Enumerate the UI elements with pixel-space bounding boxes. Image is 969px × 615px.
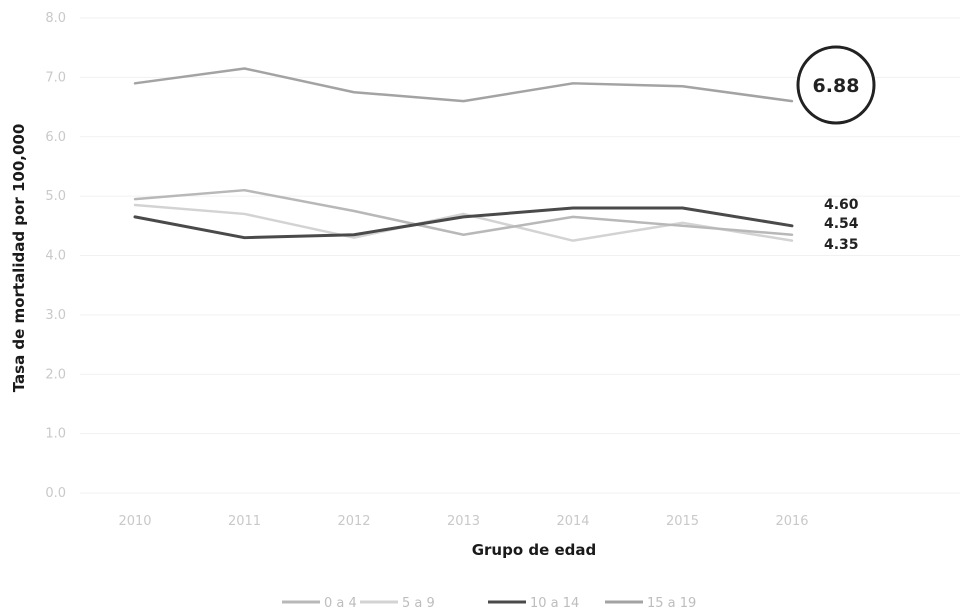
y-tick-label: 6.0 <box>45 130 66 145</box>
y-tick-label: 5.0 <box>45 189 66 204</box>
grid <box>80 17 960 494</box>
series-lines <box>133 67 794 242</box>
legend: 0 a 4 5 a 9 10 a 14 15 a 19 <box>282 596 696 611</box>
series-line-15-a-19 <box>133 67 794 103</box>
legend-label: 0 a 4 <box>324 596 357 611</box>
y-axis-title: Tasa de mortalidad por 100,000 <box>10 124 28 393</box>
x-tick-label: 2011 <box>228 514 261 529</box>
y-tick-label: 7.0 <box>45 70 66 85</box>
y-axis-ticks: 0.0 1.0 2.0 3.0 4.0 5.0 6.0 7.0 8.0 <box>45 11 66 501</box>
y-tick-label: 0.0 <box>45 486 66 501</box>
highlight-value: 6.88 <box>813 75 860 97</box>
legend-label: 10 a 14 <box>530 596 579 611</box>
end-labels: 4.60 4.54 4.35 <box>824 197 859 253</box>
y-tick-label: 1.0 <box>45 427 66 442</box>
x-tick-label: 2010 <box>118 514 151 529</box>
x-tick-label: 2014 <box>556 514 589 529</box>
series-line-10-a-14 <box>133 206 794 240</box>
series-line-5-a-9 <box>133 203 794 242</box>
y-tick-label: 3.0 <box>45 308 66 323</box>
end-value-label: 4.54 <box>824 216 859 232</box>
x-tick-label: 2016 <box>775 514 808 529</box>
x-tick-label: 2012 <box>337 514 370 529</box>
y-tick-label: 8.0 <box>45 11 66 26</box>
y-tick-label: 2.0 <box>45 367 66 382</box>
legend-label: 15 a 19 <box>647 596 696 611</box>
y-tick-label: 4.0 <box>45 249 66 264</box>
legend-label: 5 a 9 <box>402 596 435 611</box>
highlight-circle <box>796 45 876 125</box>
end-value-label: 4.60 <box>824 197 859 213</box>
x-axis-title: Grupo de edad <box>472 541 597 559</box>
x-axis-ticks: 2010 2011 2012 2013 2014 2015 2016 <box>118 514 808 529</box>
end-value-label: 4.35 <box>824 237 859 253</box>
series-line-0-a-4 <box>133 188 794 236</box>
x-tick-label: 2015 <box>666 514 699 529</box>
x-tick-label: 2013 <box>447 514 480 529</box>
